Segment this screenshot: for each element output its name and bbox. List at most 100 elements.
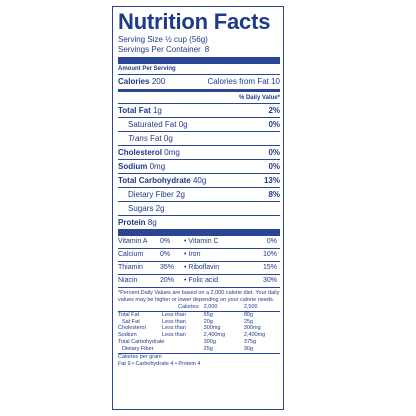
vitamin-row: Calcium 0% • Iron 10% xyxy=(118,248,280,261)
nutrient-row-dietary-fiber: Dietary Fiber 2g 8% xyxy=(118,187,280,201)
vitamin-pct: 0% xyxy=(266,238,277,245)
vitamin-label: • Vitamin C xyxy=(184,238,219,245)
label-title: Nutrition Facts xyxy=(118,9,271,34)
dv-row-label: Cholesterol xyxy=(118,325,146,332)
nutrient-amount: 1g xyxy=(152,106,162,115)
dv-row-label: Total Fat xyxy=(118,310,162,319)
dv-row-qualifier: Less than xyxy=(161,310,200,319)
vitamin-pct: 35% xyxy=(160,264,175,271)
calories-label: Calories xyxy=(118,77,150,86)
dv-row: Sat Fat Less than 20g 25g xyxy=(118,319,280,326)
dv-col1-header: 2,000 xyxy=(203,304,218,310)
thick-divider xyxy=(118,57,280,64)
dv-row-value: 25g xyxy=(203,345,213,352)
nutrient-dv: 2% xyxy=(268,106,280,115)
nutrient-row-sugars: Sugars 2g xyxy=(118,201,280,215)
nutrient-row-protein: Protein 8g xyxy=(118,215,280,229)
nutrient-row-trans-fat: Trans Fat 0g xyxy=(118,131,280,145)
dv-row-label: Sodium xyxy=(118,332,137,339)
footnote: *Percent Daily Values are based on a 2,0… xyxy=(118,287,280,304)
dv-row: Sodium Less than 2,400mg 2,400mg xyxy=(118,332,280,339)
nutrition-facts-label: Nutrition Facts Serving Size ½ cup (56g)… xyxy=(112,6,284,410)
nutrient-label: Sugars xyxy=(128,204,154,213)
nutrient-label: Sodium xyxy=(118,162,148,171)
nutrient-dv: 0% xyxy=(268,148,280,157)
calories-from-fat: Calories from Fat 10 xyxy=(207,77,280,86)
dv-header-row: Calories: 2,000 2,500 xyxy=(118,304,280,311)
medium-divider xyxy=(118,89,280,92)
nutrient-amount: 0g xyxy=(163,134,173,143)
thick-divider xyxy=(118,229,280,236)
calories-per-gram-values: Fat 9 • Carbohydrate 4 • Protein 4 xyxy=(118,360,201,367)
dv-row-value: 300mg xyxy=(203,325,221,332)
daily-values-table: Calories: 2,000 2,500 Total Fat Less tha… xyxy=(118,304,280,353)
dv-row-qualifier: Less than xyxy=(161,325,186,332)
nutrient-amount: 2g xyxy=(155,204,165,213)
calories-per-gram-label: Calories per gram xyxy=(118,353,162,360)
dv-row: Total Fat Less than 65g 80g xyxy=(118,310,280,319)
servings-per-container: Servings Per Container 8 xyxy=(118,45,280,55)
dv-row: Dietary Fiber 25g 30g xyxy=(118,346,280,353)
vitamin-row: Vitamin A 0% • Vitamin C 0% xyxy=(118,236,280,248)
dv-row-value: 65g xyxy=(199,310,240,319)
nutrient-amount: 40g xyxy=(192,176,207,185)
dv-col2-header: 2,500 xyxy=(243,304,258,310)
dv-row-label: Total Carbohydrate xyxy=(118,338,165,345)
dv-row-value: 25g xyxy=(243,318,253,325)
vitamin-pct: 10% xyxy=(262,251,277,258)
nutrient-amount: 8g xyxy=(147,218,157,227)
nutrient-label: Fat xyxy=(150,134,162,143)
vitamin-pct: 15% xyxy=(262,264,277,271)
nutrient-label: Saturated Fat xyxy=(128,120,177,129)
nutrient-row-saturated-fat: Saturated Fat 0g 0% xyxy=(118,117,280,131)
amount-per-serving: Amount Per Serving xyxy=(118,66,176,72)
dv-row-qualifier: Less than xyxy=(161,332,186,339)
nutrient-row-total-fat: Total Fat 1g 2% xyxy=(118,103,280,117)
calories-value: 200 xyxy=(151,77,166,86)
serving-size: Serving Size ½ cup (56g) xyxy=(118,35,208,44)
vitamin-pct: 0% xyxy=(160,251,171,258)
dv-row-qualifier: Less than xyxy=(161,318,186,325)
vitamin-row: Niacin 20% • Folic acid 30% xyxy=(118,274,280,287)
servings-per-container-label: Servings Per Container xyxy=(118,45,201,54)
nutrient-row-sodium: Sodium 0mg 0% xyxy=(118,159,280,173)
dv-row-value: 2,400mg xyxy=(203,332,226,339)
vitamin-label: • Riboflavin xyxy=(184,264,220,271)
dv-row-value: 20g xyxy=(203,318,213,325)
vitamin-label: Niacin xyxy=(118,277,138,284)
dv-row-label: Sat Fat xyxy=(122,318,140,325)
nutrient-label: Cholesterol xyxy=(118,148,163,157)
nutrient-row-cholesterol: Cholesterol 0mg 0% xyxy=(118,145,280,159)
vitamin-row: Thiamin 35% • Riboflavin 15% xyxy=(118,261,280,274)
vitamin-label: Vitamin A xyxy=(118,238,148,245)
nutrient-label-italic: Trans xyxy=(128,134,148,143)
nutrient-amount: 0mg xyxy=(149,162,166,171)
nutrient-dv: 0% xyxy=(268,162,280,171)
nutrient-label: Protein xyxy=(118,218,146,227)
vitamin-pct: 0% xyxy=(160,238,171,245)
nutrient-dv: 0% xyxy=(268,120,280,129)
nutrient-dv: 8% xyxy=(268,190,280,199)
vitamin-label: • Folic acid xyxy=(184,277,218,284)
nutrient-amount: 2g xyxy=(176,190,185,199)
nutrient-amount: 0mg xyxy=(164,148,180,157)
dv-row-value: 30g xyxy=(243,345,253,352)
servings-per-container-value: 8 xyxy=(204,45,210,54)
nutrient-dv: 13% xyxy=(263,176,280,185)
dv-row-value: 300mg xyxy=(243,325,261,332)
nutrient-amount: 0g xyxy=(178,120,188,129)
nutrient-label: Dietary Fiber xyxy=(128,190,174,199)
vitamin-label: Thiamin xyxy=(118,264,143,271)
nutrient-row-total-carbohydrate: Total Carbohydrate 40g 13% xyxy=(118,173,280,187)
dv-calories-label: Calories: xyxy=(177,304,200,310)
vitamin-pct: 30% xyxy=(262,277,277,284)
dv-row-label: Dietary Fiber xyxy=(122,345,154,352)
dv-row-value: 300g xyxy=(203,338,216,345)
dv-row: Cholesterol Less than 300mg 300mg xyxy=(118,325,280,332)
dv-row: Total Carbohydrate 300g 375g xyxy=(118,339,280,346)
calories-row: Calories 200 Calories from Fat 10 xyxy=(118,74,280,88)
dv-row-value: 2,400mg xyxy=(243,332,266,339)
calories-per-gram: Calories per gram Fat 9 • Carbohydrate 4… xyxy=(118,352,280,368)
dv-row-value: 80g xyxy=(239,310,280,319)
dv-row-value: 375g xyxy=(243,338,257,345)
